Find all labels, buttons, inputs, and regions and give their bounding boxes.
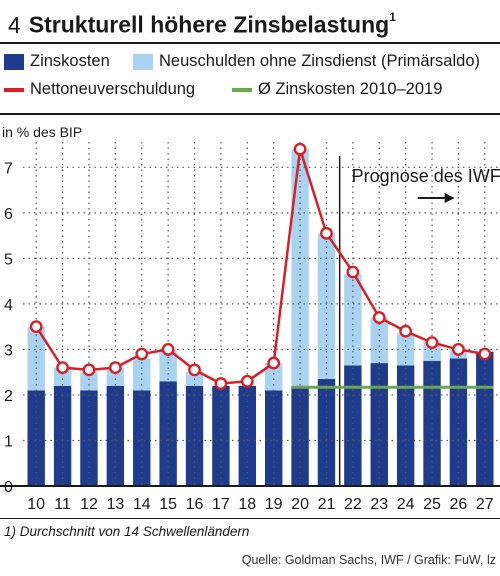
legend-label: Zinskosten [30,52,110,70]
legend-item-durchschnitt: Ø Zinskosten 2010–2019 [232,80,442,99]
x-tick-label: 20 [291,496,309,513]
line-point-nettoneuverschuldung [320,226,333,240]
y-tick-label: 1 [4,433,13,450]
bar-zinskosten [27,390,45,486]
x-tick-label: 18 [238,496,256,513]
line-point-nettoneuverschuldung [161,343,175,356]
bar-primaersaldo [291,149,309,386]
x-tick-label: 14 [133,496,151,513]
legend: Zinskosten Neuschulden ohne Zinsdienst (… [0,52,500,112]
legend-label: Neuschulden ohne Zinsdienst (Primärsaldo… [159,52,480,70]
y-tick-label: 6 [4,206,13,223]
x-tick-label: 10 [27,496,45,513]
line-point-nettoneuverschuldung [399,324,413,338]
y-tick-label: 3 [4,342,13,359]
bar-zinskosten [212,385,230,486]
line-point-nettoneuverschuldung [346,265,360,279]
bar-zinskosten [264,390,283,486]
x-tick-label: 23 [370,496,388,513]
x-tick-label: 22 [344,496,362,513]
bar-primaersaldo [27,326,45,391]
line-point-nettoneuverschuldung [214,377,228,390]
line-point-nettoneuverschuldung [452,343,465,356]
x-tick-label: 15 [159,496,177,513]
legend-rule [0,113,500,115]
line-point-nettoneuverschuldung [425,336,439,349]
chart-title: Strukturell höhere Zinsbelastung [28,11,390,38]
x-tick-label: 21 [318,496,336,513]
legend-item-zinskosten: Zinskosten [4,52,110,71]
legend-swatch [4,53,24,70]
bar-zinskosten [370,363,388,486]
line-point-nettoneuverschuldung [240,374,254,388]
bar-zinskosten [106,385,125,486]
line-point-nettoneuverschuldung [267,356,281,370]
bar-zinskosten [238,385,257,486]
bar-zinskosten [476,351,494,486]
legend-item-neuschulden: Neuschulden ohne Zinsdienst (Primärsaldo… [133,52,480,71]
forecast-label: Prognose des IWF [352,166,500,186]
x-tick-label: 13 [106,496,124,513]
legend-label: Nettoneuverschuldung [30,80,196,98]
source-credit: Quelle: Goldman Sachs, IWF / Grafik: FuW… [241,553,496,567]
bar-primaersaldo [80,372,98,391]
line-point-nettoneuverschuldung [82,363,96,377]
forecast-arrow-head [444,193,455,203]
bar-primaersaldo [317,233,336,380]
bar-zinskosten [317,379,336,486]
bar-primaersaldo [344,274,362,366]
line-point-nettoneuverschuldung [29,320,43,334]
bar-zinskosten [185,385,204,486]
x-tick-label: 27 [476,496,494,513]
bar-primaersaldo [264,363,283,391]
line-point-nettoneuverschuldung [108,361,122,375]
y-tick-label: 7 [4,160,13,177]
legend-label: Ø Zinskosten 2010–2019 [258,80,443,98]
legend-item-nettoneuverschuldung: Nettoneuverschuldung [4,80,195,99]
y-tick-label: 4 [4,297,13,314]
bar-zinskosten [449,358,468,486]
legend-swatch [133,53,153,70]
legend-swatch [4,87,24,92]
line-point-nettoneuverschuldung [56,361,69,375]
bar-primaersaldo [159,349,177,382]
line-point-nettoneuverschuldung [188,363,201,377]
bar-zinskosten [396,365,415,486]
x-tick-label: 26 [450,496,468,513]
bar-zinskosten [53,385,72,486]
line-point-nettoneuverschuldung [293,142,307,156]
bar-zinskosten [133,390,151,486]
bar-zinskosten [291,385,309,486]
header-rule [0,42,500,44]
x-tick-label: 25 [423,496,441,513]
x-tick-label: 11 [54,496,71,513]
title-footnote-mark: 1 [389,10,396,24]
x-tick-label: 19 [265,496,283,513]
footer-rule [0,518,500,519]
line-point-nettoneuverschuldung [478,347,492,361]
x-tick-label: 12 [80,496,98,513]
y-tick-label: 5 [4,251,13,268]
bar-zinskosten [80,390,98,486]
legend-swatch [232,87,252,92]
y-tick-label: 2 [4,388,13,405]
chart-header: 4 Strukturell höhere Zinsbelastung1 [8,6,396,39]
x-tick-label: 16 [186,496,204,513]
bar-primaersaldo [396,333,415,366]
y-axis-unit-label: in % des BIP [2,124,83,140]
line-point-nettoneuverschuldung [372,311,386,324]
x-tick-label: 17 [212,496,230,513]
y-tick-label: 0 [4,479,13,496]
chart-number: 4 [8,11,21,38]
line-point-nettoneuverschuldung [135,347,149,361]
footnote: 1) Durchschnitt von 14 Schwellenländern [4,524,250,539]
x-tick-label: 24 [397,496,415,513]
